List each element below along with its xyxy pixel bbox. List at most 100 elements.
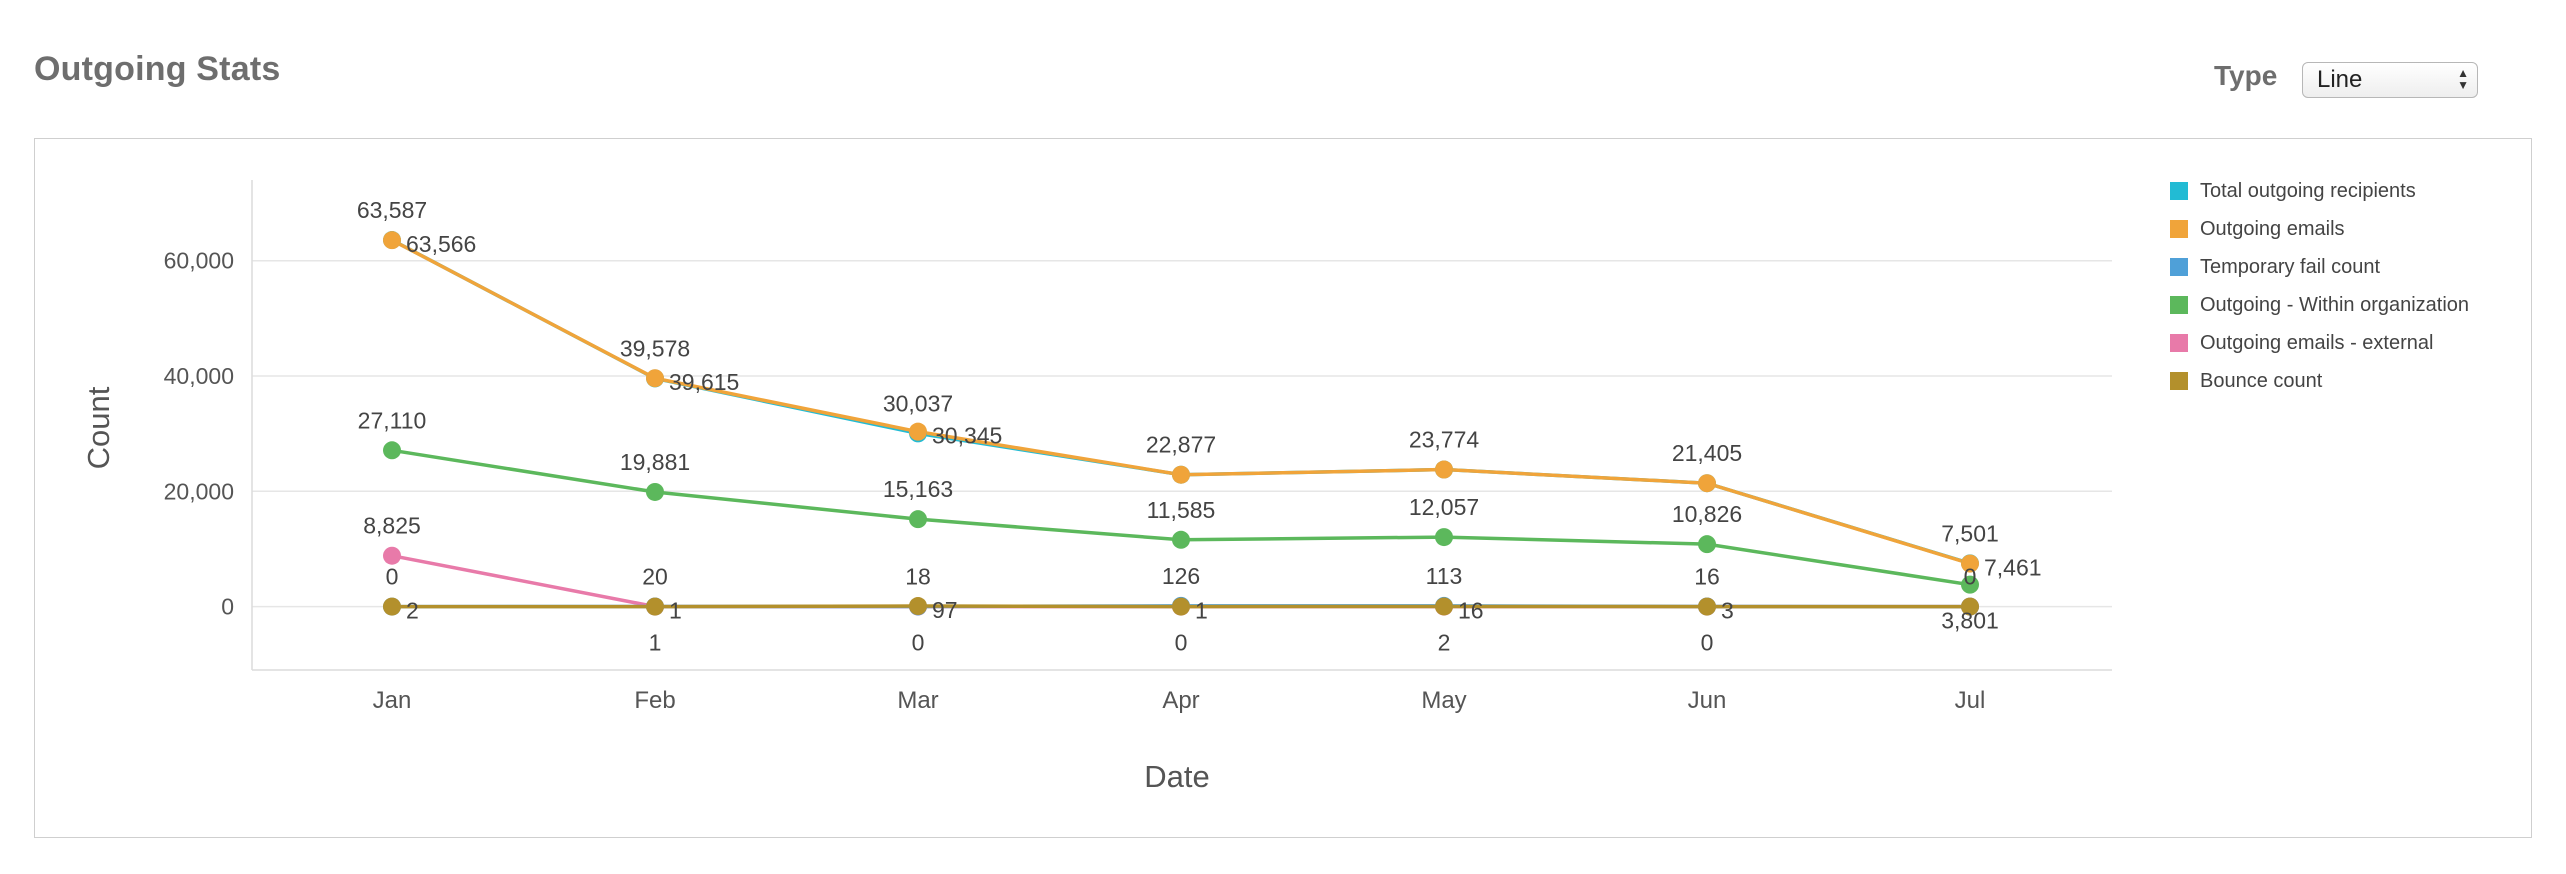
- data-label: 0: [912, 630, 925, 656]
- legend-swatch: [2170, 182, 2188, 200]
- x-axis-title: Date: [1144, 759, 1209, 794]
- legend-item[interactable]: Total outgoing recipients: [2170, 172, 2469, 210]
- data-label: 7,501: [1941, 520, 1999, 546]
- data-point: [383, 597, 401, 616]
- data-point: [1172, 530, 1190, 549]
- legend-item[interactable]: Temporary fail count: [2170, 248, 2469, 286]
- data-label: 39,578: [620, 335, 690, 361]
- data-label: 12,057: [1409, 494, 1479, 520]
- page-title: Outgoing Stats: [34, 50, 281, 88]
- chart-type-value: Line: [2317, 66, 2363, 93]
- data-label: 0: [386, 564, 399, 590]
- data-point: [909, 597, 927, 616]
- data-label: 21,405: [1672, 440, 1742, 466]
- legend-label: Temporary fail count: [2200, 255, 2381, 278]
- data-label: 8,825: [363, 513, 421, 539]
- data-label: 11,585: [1147, 497, 1216, 523]
- legend-label: Outgoing emails: [2200, 217, 2345, 240]
- x-tick-label: Feb: [634, 687, 675, 714]
- legend-swatch: [2170, 296, 2188, 314]
- data-label: 16: [1694, 563, 1720, 589]
- data-label: 97: [932, 597, 958, 623]
- x-tick-label: Jul: [1955, 687, 1986, 714]
- data-point: [1961, 597, 1979, 616]
- x-tick-label: May: [1421, 687, 1466, 714]
- data-label: 63,566: [406, 231, 476, 257]
- data-point: [383, 546, 401, 565]
- data-label: 39,615: [669, 369, 739, 395]
- data-point: [1698, 535, 1716, 554]
- legend-item[interactable]: Outgoing - Within organization: [2170, 286, 2469, 324]
- x-tick-label: Mar: [897, 687, 938, 714]
- data-label: 2: [1438, 630, 1451, 656]
- data-point: [1698, 597, 1716, 616]
- data-label: 113: [1426, 563, 1463, 589]
- data-labels: 63,587 39,578 30,037 22,877 23,774 21,405 7,50…: [357, 197, 2042, 656]
- legend-swatch: [2170, 258, 2188, 276]
- y-tick-label: 20,000: [164, 478, 234, 504]
- data-point: [383, 231, 401, 250]
- chart-legend: Total outgoing recipients Outgoing emails…: [2170, 172, 2469, 400]
- data-label: 20: [642, 563, 668, 589]
- series-lines: [383, 231, 1979, 616]
- legend-label: Total outgoing recipients: [2200, 179, 2416, 202]
- data-point: [1961, 575, 1979, 594]
- data-point: [646, 597, 664, 616]
- data-label: 0: [1701, 630, 1714, 656]
- y-tick-label: 0: [221, 594, 234, 620]
- legend-item[interactable]: Outgoing emails - external: [2170, 324, 2469, 362]
- legend-item[interactable]: Bounce count: [2170, 362, 2469, 400]
- data-label: 22,877: [1146, 432, 1216, 458]
- legend-label: Bounce count: [2200, 369, 2323, 392]
- data-point: [1172, 597, 1190, 616]
- data-label: 18: [905, 563, 931, 589]
- data-label: 1: [1195, 598, 1208, 624]
- data-point: [383, 441, 401, 460]
- data-label: 126: [1162, 563, 1200, 589]
- x-tick-label: Apr: [1162, 687, 1199, 714]
- y-tick-label: 40,000: [164, 363, 234, 389]
- data-point: [909, 510, 927, 529]
- data-point: [1961, 554, 1979, 573]
- legend-swatch: [2170, 372, 2188, 390]
- data-label: 30,345: [932, 423, 1002, 449]
- data-label: 3,801: [1941, 608, 1999, 634]
- axes: 0 20,000 40,000 60,000 Jan Feb Mar Apr May Jun Jul…: [81, 180, 2112, 794]
- data-point: [646, 369, 664, 388]
- data-label: 3: [1721, 598, 1734, 624]
- data-label: 19,881: [620, 449, 690, 475]
- data-label: 63,587: [357, 197, 427, 223]
- data-label: 2: [406, 598, 419, 624]
- data-point: [1435, 460, 1453, 479]
- data-label: 1: [669, 598, 682, 624]
- type-label: Type: [2214, 60, 2278, 91]
- legend-item[interactable]: Outgoing emails: [2170, 210, 2469, 248]
- x-tick-label: Jun: [1688, 687, 1727, 714]
- data-point: [1435, 597, 1453, 616]
- data-label: 1: [649, 630, 662, 656]
- legend-label: Outgoing emails - external: [2200, 331, 2434, 354]
- data-label: 10,826: [1672, 501, 1742, 527]
- data-point: [1698, 474, 1716, 493]
- data-label: 0: [1964, 564, 1977, 590]
- data-point: [909, 422, 927, 441]
- data-point: [1435, 528, 1453, 547]
- data-label: 16: [1458, 597, 1484, 623]
- legend-swatch: [2170, 220, 2188, 238]
- data-label: 30,037: [883, 390, 953, 416]
- y-axis-title: Count: [81, 386, 116, 469]
- chart-type-select[interactable]: Line ▲ ▼: [2302, 62, 2478, 98]
- data-point: [646, 482, 664, 501]
- y-tick-label: 60,000: [164, 248, 234, 274]
- select-arrows-icon: ▲ ▼: [2457, 66, 2469, 92]
- chart-panel: [34, 138, 2532, 838]
- legend-label: Outgoing - Within organization: [2200, 293, 2470, 316]
- x-tick-label: Jan: [373, 687, 412, 714]
- data-label: 15,163: [883, 476, 953, 502]
- legend-swatch: [2170, 334, 2188, 352]
- data-label: 0: [1175, 630, 1188, 656]
- data-point: [1172, 465, 1190, 484]
- data-label: 7,461: [1984, 555, 2042, 581]
- data-label: 27,110: [358, 407, 427, 433]
